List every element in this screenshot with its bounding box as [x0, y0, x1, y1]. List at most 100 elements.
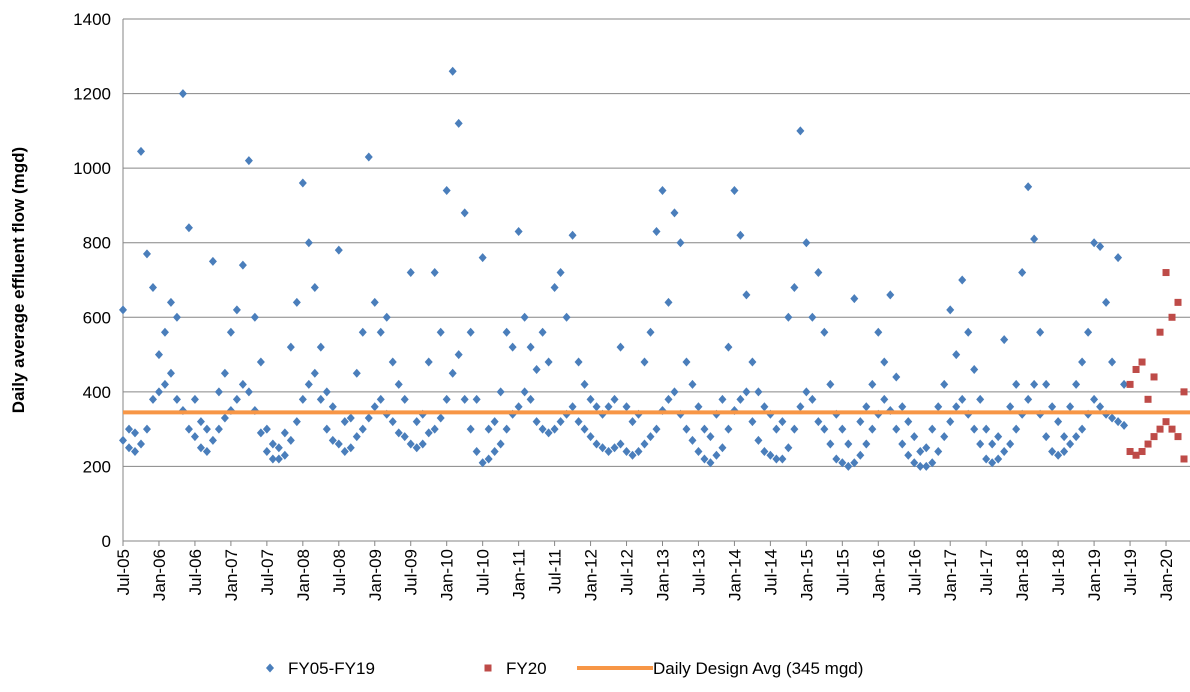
data-point — [412, 443, 421, 453]
data-point — [736, 394, 745, 404]
data-point — [370, 402, 379, 412]
data-point — [844, 439, 853, 449]
data-point — [358, 424, 367, 434]
data-point — [934, 402, 943, 412]
data-point — [406, 439, 415, 449]
data-point — [1030, 234, 1039, 244]
data-point — [886, 290, 895, 300]
data-point — [1102, 297, 1111, 307]
data-point — [226, 327, 235, 337]
data-point — [670, 387, 679, 397]
data-point — [916, 461, 925, 471]
data-point — [178, 89, 187, 99]
data-point — [196, 443, 205, 453]
data-point — [892, 424, 901, 434]
data-point — [328, 435, 337, 445]
data-point — [748, 417, 757, 427]
data-point — [448, 66, 457, 76]
data-point — [1162, 418, 1170, 426]
data-point — [119, 305, 127, 315]
data-point — [952, 402, 961, 412]
data-point — [424, 428, 433, 438]
data-point — [172, 394, 181, 404]
y-tick-label: 1000 — [73, 159, 111, 178]
data-point — [574, 417, 583, 427]
data-point — [160, 327, 169, 337]
data-point — [982, 454, 991, 464]
data-point — [568, 230, 577, 240]
data-point — [778, 417, 787, 427]
data-point — [424, 357, 433, 367]
data-point — [610, 394, 619, 404]
x-tick-label: Jul-18 — [1049, 549, 1068, 595]
x-tick-label: Jan-13 — [653, 549, 672, 601]
data-point — [664, 297, 673, 307]
data-point — [958, 394, 967, 404]
data-point — [262, 424, 271, 434]
data-point — [526, 342, 535, 352]
data-point — [928, 424, 937, 434]
data-point — [628, 417, 637, 427]
x-tick-label: Jan-19 — [1085, 549, 1104, 601]
data-point — [514, 227, 523, 237]
data-point — [1156, 328, 1164, 336]
data-point — [784, 443, 793, 453]
data-point — [622, 447, 631, 457]
data-point — [256, 428, 265, 438]
data-point — [862, 439, 871, 449]
data-point — [592, 402, 601, 412]
data-point — [790, 424, 799, 434]
data-point — [712, 450, 721, 460]
data-point — [826, 439, 835, 449]
y-tick-label: 200 — [83, 457, 111, 476]
data-point — [934, 447, 943, 457]
data-point — [904, 450, 913, 460]
x-tick-label: Jul-16 — [905, 549, 924, 595]
data-point — [130, 447, 139, 457]
data-point — [892, 372, 901, 382]
data-point — [718, 394, 727, 404]
data-point — [898, 402, 907, 412]
data-point — [1084, 327, 1093, 337]
data-point — [760, 447, 769, 457]
data-point — [940, 432, 949, 442]
data-point — [466, 424, 475, 434]
data-point — [316, 342, 325, 352]
data-point — [1126, 380, 1134, 388]
data-point — [1042, 379, 1051, 389]
data-point — [334, 439, 343, 449]
data-point — [454, 118, 463, 128]
data-point — [910, 432, 919, 442]
data-point — [304, 379, 313, 389]
data-point — [478, 253, 487, 263]
data-point — [814, 268, 823, 278]
data-point — [1072, 432, 1081, 442]
data-point — [1030, 379, 1039, 389]
data-point — [454, 350, 463, 360]
data-point — [850, 294, 859, 304]
data-point — [754, 435, 763, 445]
data-point — [586, 394, 595, 404]
data-point — [1126, 448, 1134, 456]
data-point — [1054, 450, 1063, 460]
data-point — [250, 312, 259, 322]
data-point — [130, 428, 139, 438]
data-point — [256, 357, 265, 367]
data-point — [850, 458, 859, 468]
data-point — [310, 282, 319, 292]
data-point — [640, 439, 649, 449]
x-tick-label: Jan-12 — [582, 549, 601, 601]
data-point — [136, 146, 145, 156]
data-point — [694, 447, 703, 457]
data-point — [820, 327, 829, 337]
data-point — [412, 417, 421, 427]
data-point — [166, 368, 175, 378]
data-point — [580, 379, 589, 389]
data-point — [1132, 365, 1140, 373]
data-point — [340, 447, 349, 457]
data-point — [502, 424, 511, 434]
data-point — [190, 394, 199, 404]
data-point — [376, 327, 385, 337]
data-point — [856, 450, 865, 460]
data-point — [796, 402, 805, 412]
